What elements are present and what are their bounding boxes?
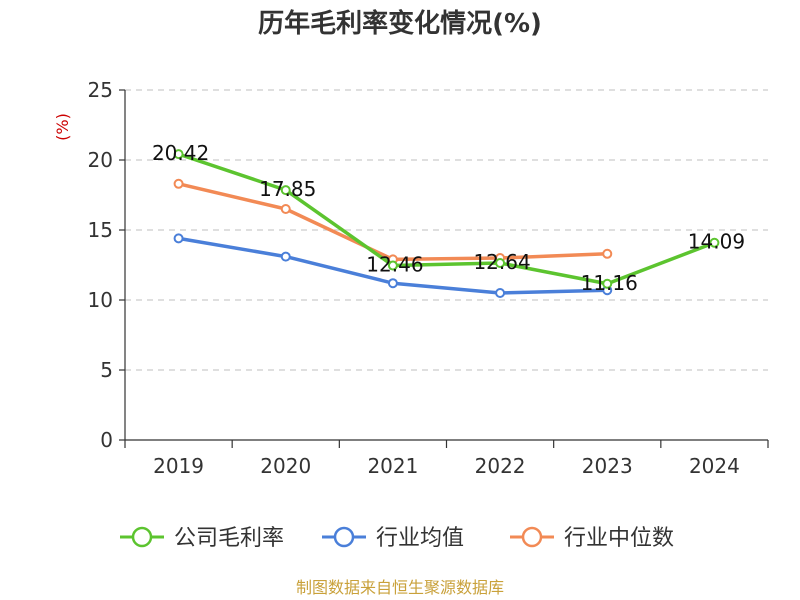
source-note: 制图数据来自恒生聚源数据库 <box>296 578 504 597</box>
data-point <box>173 178 184 189</box>
grid <box>125 89 768 371</box>
data-point <box>387 260 398 271</box>
data-label: 11.16 <box>581 271 638 295</box>
data-point <box>495 258 506 269</box>
series-line <box>178 152 716 286</box>
y-tick-label: 20 <box>88 148 113 172</box>
data-point <box>280 251 291 262</box>
x-tick-label: 2024 <box>689 454 740 478</box>
x-tick-label: 2021 <box>367 454 418 478</box>
data-labels: 20.42 17.85 12.46 12.64 11.16 14.09 <box>152 141 745 295</box>
data-point <box>602 248 613 259</box>
data-label: 14.09 <box>688 230 745 254</box>
data-point <box>387 278 398 289</box>
legend-marker-icon <box>333 526 355 548</box>
y-axis-unit: (%) <box>53 113 72 141</box>
legend-label: 公司毛利率 <box>174 526 284 551</box>
data-point <box>173 233 184 244</box>
series <box>173 149 720 298</box>
legend: 公司毛利率 行业均值 行业中位数 <box>120 526 674 551</box>
data-point <box>173 149 184 160</box>
legend-marker-icon <box>521 526 543 548</box>
chart-title: 历年毛利率变化情况(%) <box>258 8 542 39</box>
legend-label: 行业均值 <box>376 526 464 551</box>
x-tick-label: 2019 <box>153 454 204 478</box>
x-tick-label: 2022 <box>475 454 526 478</box>
legend-label: 行业中位数 <box>564 526 674 551</box>
y-tick-label: 25 <box>88 78 113 102</box>
x-tick-label: 2020 <box>260 454 311 478</box>
axes: 0 5 10 15 20 25 2019 2020 2021 2022 2023 2024 <box>88 78 769 478</box>
y-tick-label: 0 <box>100 428 113 452</box>
data-point <box>495 288 506 298</box>
data-point <box>280 185 291 196</box>
data-point <box>709 237 720 248</box>
data-label: 20.42 <box>152 141 209 165</box>
y-tick-label: 15 <box>88 218 113 242</box>
data-label: 12.46 <box>366 253 423 277</box>
y-tick-label: 5 <box>100 358 113 382</box>
data-label: 17.85 <box>259 177 316 201</box>
y-tick-label: 10 <box>88 288 113 312</box>
legend-marker-icon <box>131 526 153 548</box>
data-point <box>280 204 291 214</box>
x-tick-label: 2023 <box>582 454 633 478</box>
data-label: 12.64 <box>473 250 530 274</box>
data-point <box>602 278 613 289</box>
